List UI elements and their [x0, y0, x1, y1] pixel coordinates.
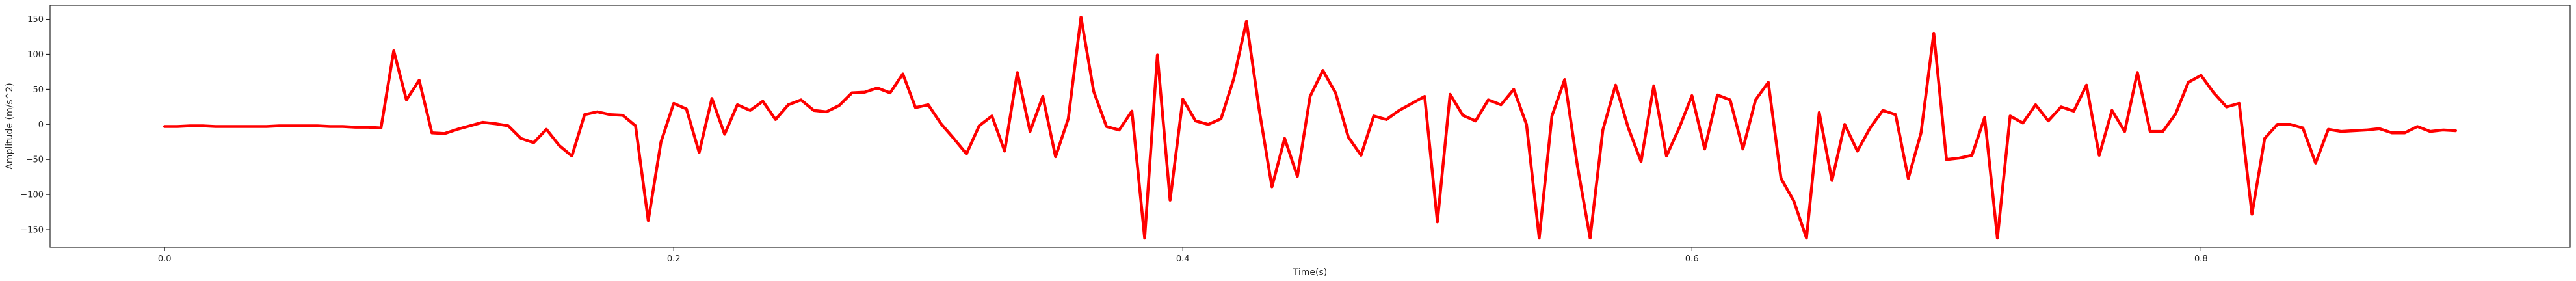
y-tick-label: −150 [20, 226, 44, 235]
y-tick-label: 0 [38, 120, 44, 130]
x-tick-label: 0.6 [1685, 254, 1699, 264]
x-tick-label: 0.4 [1176, 254, 1190, 264]
y-tick-label: −50 [26, 155, 44, 165]
x-axis: 0.0 0.2 0.4 0.6 0.8 [158, 247, 2208, 264]
points-layer [164, 17, 2456, 239]
y-tick-label: 150 [27, 15, 44, 25]
x-tick-label: 0.0 [158, 254, 172, 264]
y-tick-label: 50 [33, 85, 44, 95]
y-tick-label: 100 [27, 50, 44, 60]
x-tick-label: 0.2 [667, 254, 681, 264]
x-tick-label: 0.8 [2194, 254, 2208, 264]
y-axis: −150 −100 −50 0 50 100 150 [20, 15, 50, 235]
y-tick-label: −100 [20, 191, 44, 200]
y-axis-label: Amplitude (m/s^2) [5, 83, 15, 169]
plot-area [50, 5, 2570, 247]
x-axis-label: Time(s) [1293, 267, 1327, 278]
plot-frame [49, 5, 2571, 248]
